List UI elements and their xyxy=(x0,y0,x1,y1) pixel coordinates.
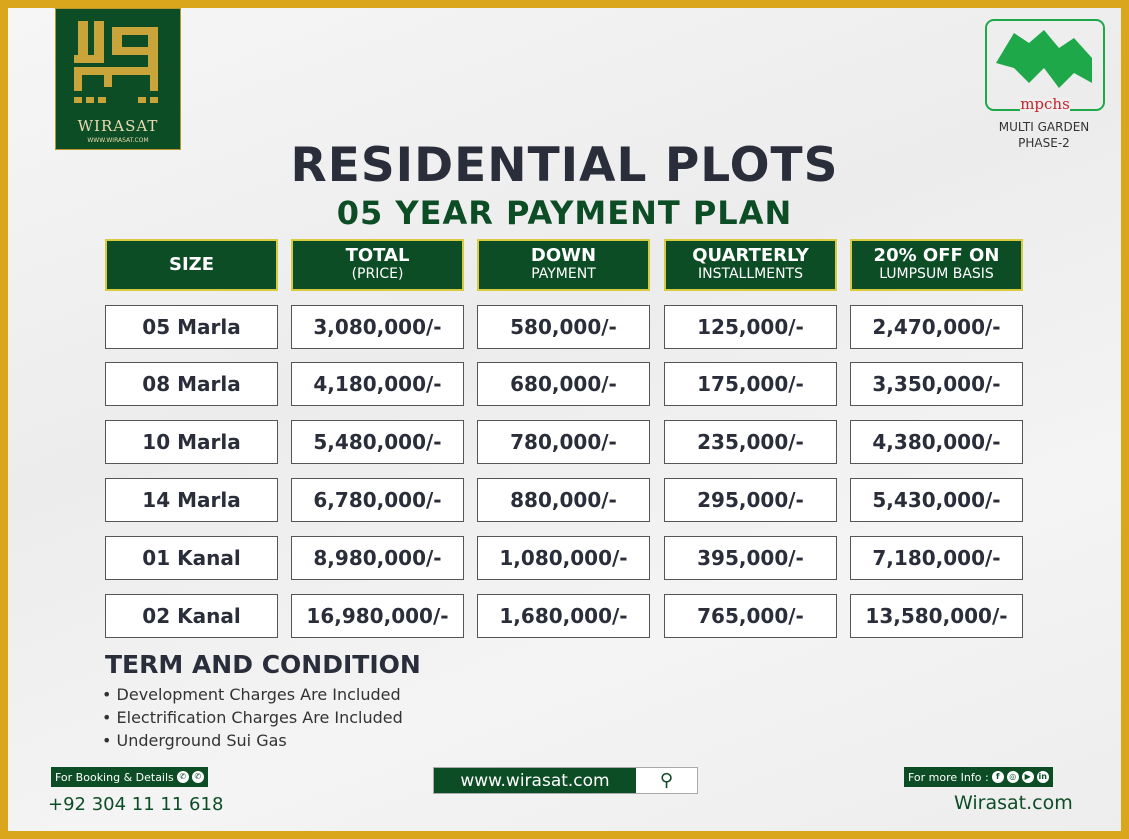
price-cell: 3,350,000/- xyxy=(850,362,1023,406)
phone-number[interactable]: +92 304 11 11 618 xyxy=(48,794,224,815)
website-search-bar[interactable]: www.wirasat.com ⚲ xyxy=(433,767,698,794)
info-badge: For more Info : f ◎ ▶ in xyxy=(904,767,1053,787)
booking-badge: For Booking & Details ✆ ✆ xyxy=(51,767,208,787)
price-cell: 13,580,000/- xyxy=(850,594,1023,638)
header-title: QUARTERLY xyxy=(692,245,809,266)
price-cell: 395,000/- xyxy=(664,536,837,580)
price-cell: 125,000/- xyxy=(664,305,837,349)
wirasat-logo: WIRASAT WWW.WIRASAT.COM xyxy=(55,8,181,150)
price-cell: 6,780,000/- xyxy=(291,478,464,522)
price-cell: 8,980,000/- xyxy=(291,536,464,580)
header-subtitle: INSTALLMENTS xyxy=(698,266,803,282)
plot-size-cell: 10 Marla xyxy=(105,420,278,464)
header-title: 20% OFF ON xyxy=(873,245,1000,266)
poster: WIRASAT WWW.WIRASAT.COM mpchs MULTI GARD… xyxy=(8,8,1121,831)
svg-text:mpchs: mpchs xyxy=(1020,95,1070,113)
column-header: TOTAL (PRICE) xyxy=(291,239,464,291)
price-cell: 580,000/- xyxy=(477,305,650,349)
terms-title: TERM AND CONDITION xyxy=(105,650,421,679)
project-name: MULTI GARDEN PHASE-2 xyxy=(974,119,1114,151)
youtube-icon[interactable]: ▶ xyxy=(1021,771,1034,783)
column-header: SIZE xyxy=(105,239,278,291)
column-header: QUARTERLY INSTALLMENTS xyxy=(664,239,837,291)
project-line2: PHASE-2 xyxy=(1018,136,1070,150)
header-subtitle: PAYMENT xyxy=(531,266,596,282)
price-cell: 235,000/- xyxy=(664,420,837,464)
header-title: DOWN xyxy=(530,245,597,266)
price-cell: 880,000/- xyxy=(477,478,650,522)
term-item: • Underground Sui Gas xyxy=(102,731,287,750)
price-cell: 295,000/- xyxy=(664,478,837,522)
plot-size-cell: 08 Marla xyxy=(105,362,278,406)
page-title: RESIDENTIAL PLOTS xyxy=(290,138,839,193)
brand-name: WIRASAT xyxy=(77,117,159,135)
price-cell: 680,000/- xyxy=(477,362,650,406)
column-header: DOWN PAYMENT xyxy=(477,239,650,291)
mpchs-logo-icon: mpchs xyxy=(985,19,1105,113)
search-icon[interactable]: ⚲ xyxy=(636,768,697,793)
price-cell: 5,480,000/- xyxy=(291,420,464,464)
term-item: • Electrification Charges Are Included xyxy=(102,708,403,727)
price-cell: 16,980,000/- xyxy=(291,594,464,638)
plot-size-cell: 01 Kanal xyxy=(105,536,278,580)
price-cell: 175,000/- xyxy=(664,362,837,406)
price-cell: 5,430,000/- xyxy=(850,478,1023,522)
website-url[interactable]: www.wirasat.com xyxy=(434,768,636,793)
term-item: • Development Charges Are Included xyxy=(102,685,401,704)
price-cell: 4,380,000/- xyxy=(850,420,1023,464)
header-title: TOTAL xyxy=(345,245,410,266)
header-subtitle: LUMPSUM BASIS xyxy=(879,266,994,282)
plot-size-cell: 05 Marla xyxy=(105,305,278,349)
website-link[interactable]: Wirasat.com xyxy=(954,792,1073,814)
price-cell: 780,000/- xyxy=(477,420,650,464)
header-title: SIZE xyxy=(168,254,214,275)
price-cell: 1,680,000/- xyxy=(477,594,650,638)
info-label: For more Info : xyxy=(908,770,989,784)
column-header: 20% OFF ON LUMPSUM BASIS xyxy=(850,239,1023,291)
plot-size-cell: 14 Marla xyxy=(105,478,278,522)
price-cell: 2,470,000/- xyxy=(850,305,1023,349)
project-line1: MULTI GARDEN xyxy=(998,120,1090,134)
header-subtitle: (PRICE) xyxy=(351,266,404,282)
price-cell: 1,080,000/- xyxy=(477,536,650,580)
price-cell: 765,000/- xyxy=(664,594,837,638)
page-subtitle: 05 YEAR PAYMENT PLAN xyxy=(336,194,793,232)
booking-label: For Booking & Details xyxy=(55,770,174,784)
brand-url: WWW.WIRASAT.COM xyxy=(87,137,149,144)
facebook-icon[interactable]: f xyxy=(991,771,1004,783)
price-cell: 3,080,000/- xyxy=(291,305,464,349)
phone-icon[interactable]: ✆ xyxy=(191,771,204,783)
whatsapp-icon[interactable]: ✆ xyxy=(176,771,189,783)
instagram-icon[interactable]: ◎ xyxy=(1006,771,1019,783)
calligraphy-logo-icon xyxy=(74,21,158,103)
plot-size-cell: 02 Kanal xyxy=(105,594,278,638)
linkedin-icon[interactable]: in xyxy=(1036,771,1049,783)
price-cell: 4,180,000/- xyxy=(291,362,464,406)
price-cell: 7,180,000/- xyxy=(850,536,1023,580)
